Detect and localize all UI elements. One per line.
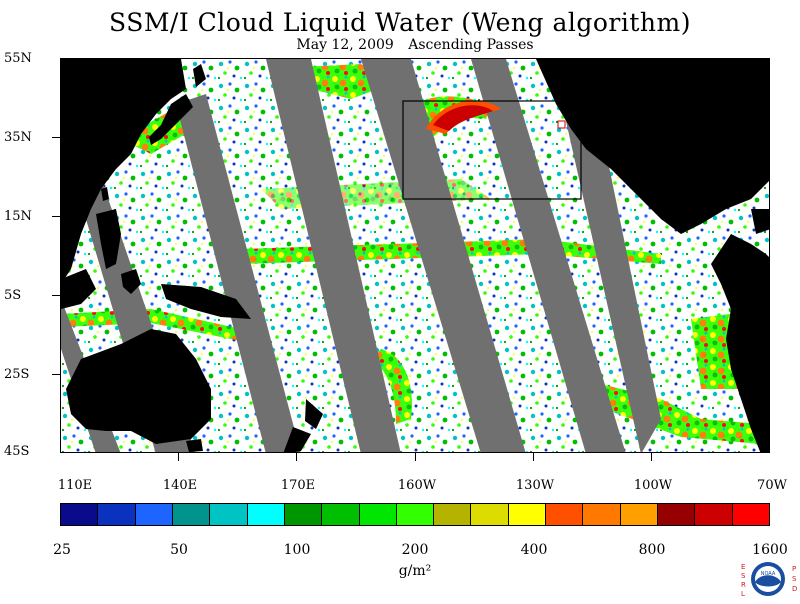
colorbar-swatch [546,504,584,525]
map-canvas [61,59,769,452]
lon-label-160w: 160W [397,478,437,493]
colorbar-label-50: 50 [170,542,188,558]
region-box [402,100,582,200]
small-red-box [557,120,566,129]
subtitle-passes: Ascending Passes [408,37,534,53]
colorbar-swatch [284,504,323,525]
colorbar-swatch [732,504,769,525]
svg-text:E: E [741,563,745,571]
colorbar-swatch [471,504,509,525]
colorbar-swatch [658,504,696,525]
lat-tick [52,216,60,217]
colorbar-swatch [210,504,248,525]
svg-text:L: L [741,590,745,598]
lat-tick [52,374,60,375]
lon-tick [415,453,416,461]
lon-label-100w: 100W [633,478,673,493]
storm-system [426,100,501,134]
noaa-esrl-psd-logo: E S R L NOAA P S D [738,558,798,600]
colorbar-swatch [61,504,99,525]
colorbar-units: g/m² [398,563,432,579]
lon-label-110e: 110E [57,478,93,493]
svg-text:S: S [741,572,746,580]
chart-subtitle: May 12, 2009 Ascending Passes [0,37,800,53]
lon-label-170e: 170E [280,478,316,493]
lon-tick [296,453,297,461]
color-scale-bar [60,503,770,526]
colorbar-swatch [172,504,211,525]
svg-text:S: S [792,575,797,583]
colorbar-label-800: 800 [638,542,666,558]
colorbar-swatch [508,504,547,525]
colorbar-label-1600: 1600 [752,542,788,558]
svg-text:R: R [741,581,746,589]
noaa-logo-graphic: E S R L NOAA P S D [741,562,797,598]
colorbar-swatch [620,504,658,525]
colorbar-label-400: 400 [520,542,548,558]
colorbar-swatch [583,504,621,525]
colorbar-swatch [359,504,397,525]
colorbar-label-25: 25 [53,542,71,558]
lon-tick [651,453,652,461]
lon-tick [178,453,179,461]
colorbar-swatch [322,504,360,525]
swath-gaps [61,59,661,452]
lon-tick [533,453,534,461]
lat-label-15n: 15N [4,209,32,224]
subtitle-date: May 12, 2009 [296,37,394,53]
colorbar-swatch [695,504,733,525]
colorbar-label-100: 100 [283,542,311,558]
lon-label-130w: 130W [515,478,555,493]
svg-text:D: D [792,585,797,593]
lat-label-25s: 25S [4,367,30,382]
lat-label-5s: 5S [4,288,22,303]
svg-text:P: P [792,565,796,573]
colorbar-swatch [135,504,173,525]
colorbar-swatch [434,504,472,525]
colorbar-swatch [247,504,285,525]
svg-text:NOAA: NOAA [761,571,776,577]
lon-label-70w: 70W [757,478,787,493]
lat-label-45s: 45S [4,444,30,459]
lon-label-140e: 140E [162,478,198,493]
colorbar-swatch [396,504,435,525]
lat-label-35n: 35N [4,130,32,145]
colorbar-label-200: 200 [401,542,429,558]
lat-tick [52,295,60,296]
lat-label-55n: 55N [4,51,32,66]
cloud-liquid-water-map [60,58,770,453]
lat-tick [52,137,60,138]
chart-title: SSM/I Cloud Liquid Water (Weng algorithm… [109,8,691,37]
colorbar-swatch [98,504,136,525]
land-masses [61,59,769,452]
